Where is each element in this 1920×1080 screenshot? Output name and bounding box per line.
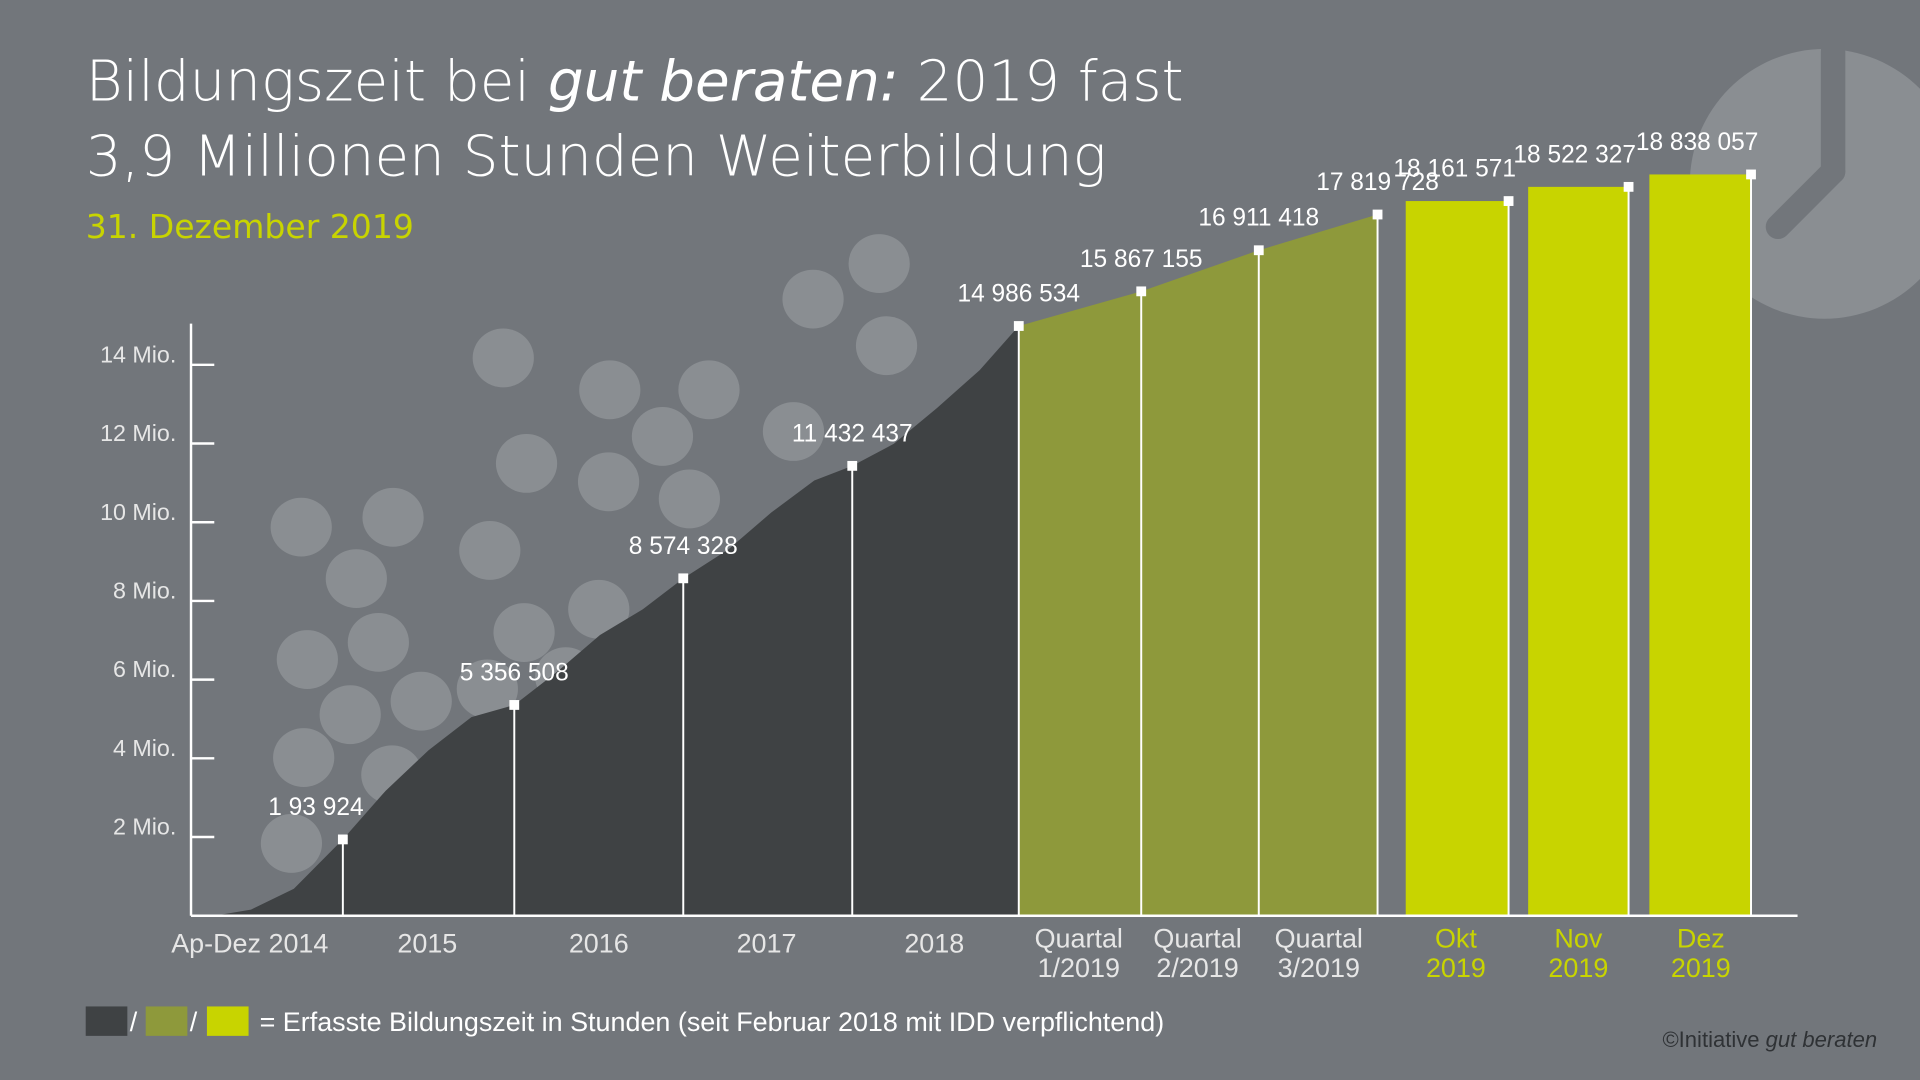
chart-subtitle: 31. Dezember 2019 bbox=[86, 207, 414, 246]
data-point-marker bbox=[847, 460, 858, 471]
data-point-marker bbox=[1623, 181, 1634, 192]
y-tick-label: 2 Mio. bbox=[113, 814, 176, 840]
x-category-label: Nov bbox=[1554, 924, 1602, 954]
x-category-label: Quartal bbox=[1035, 924, 1123, 954]
bubble bbox=[362, 487, 424, 547]
axes: 2 Mio. 4 Mio. 6 Mio. 8 Mio. 10 Mio. 12 Mio. 14… bbox=[100, 323, 1798, 983]
data-label: 14 986 534 bbox=[957, 280, 1080, 307]
chart-title-line1: Bildungszeit bei gut beraten: 2019 fast bbox=[86, 49, 1184, 114]
area-quarters-2019 bbox=[1018, 214, 1378, 916]
area-2014-2018 bbox=[214, 326, 1019, 916]
data-label: 11 432 437 bbox=[792, 420, 913, 447]
y-tick-label: 14 Mio. bbox=[100, 341, 176, 367]
bubble bbox=[848, 234, 910, 293]
bubble bbox=[456, 659, 518, 719]
bar-okt-2019 bbox=[1405, 201, 1509, 916]
y-tick-label: 10 Mio. bbox=[100, 499, 176, 525]
bubble bbox=[631, 406, 694, 466]
bubble bbox=[325, 549, 387, 609]
x-category-label: 2018 bbox=[904, 928, 964, 958]
bubble bbox=[472, 328, 534, 388]
legend-swatch-dark bbox=[85, 1006, 128, 1036]
bubble bbox=[495, 433, 558, 493]
chart-marks: 1 93 924 5 356 508 8 574 328 11 432 437 14 9… bbox=[214, 129, 1758, 916]
x-category-label: Dez bbox=[1677, 924, 1725, 954]
bubble bbox=[260, 813, 323, 873]
bubble bbox=[319, 685, 381, 745]
legend-swatch-olive bbox=[145, 1006, 188, 1036]
data-point-marker bbox=[509, 700, 520, 710]
x-category-label: 2019 bbox=[1548, 953, 1608, 983]
x-category-label: 2016 bbox=[569, 928, 629, 958]
data-point-marker bbox=[1503, 196, 1514, 206]
bubble bbox=[459, 520, 521, 580]
x-category-label: 3/2019 bbox=[1278, 953, 1360, 983]
data-label: 15 867 155 bbox=[1080, 246, 1203, 273]
decorative-bubbles bbox=[260, 234, 918, 873]
legend-separator: / bbox=[130, 1007, 138, 1037]
y-tick-label: 6 Mio. bbox=[113, 656, 176, 682]
data-label: 18 522 327 bbox=[1513, 141, 1636, 168]
data-label: 18 161 571 bbox=[1393, 156, 1516, 183]
bubble bbox=[579, 360, 641, 420]
data-label: 5 356 508 bbox=[460, 659, 569, 686]
data-label: 17 819 728 bbox=[1316, 169, 1439, 196]
y-tick-label: 8 Mio. bbox=[113, 577, 176, 603]
bubble bbox=[577, 452, 640, 512]
data-point-marker bbox=[1253, 245, 1264, 256]
data-point-marker bbox=[1013, 321, 1024, 331]
bubble bbox=[276, 630, 338, 689]
data-label: 1 93 924 bbox=[268, 794, 363, 821]
data-label: 18 838 057 bbox=[1636, 129, 1759, 156]
legend: / / = Erfasste Bildungszeit in Stunden (… bbox=[85, 1006, 1165, 1037]
x-category-label: 2017 bbox=[737, 928, 797, 958]
x-category-label: Ap-Dez 2014 bbox=[171, 928, 328, 958]
bar-dez-2019 bbox=[1649, 174, 1752, 916]
data-point-marker bbox=[678, 573, 689, 584]
bubble bbox=[782, 269, 844, 329]
data-point-marker bbox=[1372, 209, 1383, 220]
data-point-marker bbox=[1746, 169, 1756, 180]
bubble bbox=[855, 316, 918, 376]
x-category-label: 2019 bbox=[1426, 953, 1486, 983]
bubble bbox=[762, 402, 825, 461]
bubble bbox=[347, 612, 409, 672]
bubble bbox=[273, 728, 335, 788]
legend-swatch-lime bbox=[206, 1006, 249, 1036]
bubble bbox=[493, 603, 555, 662]
bubble bbox=[568, 579, 630, 639]
data-point-marker bbox=[1136, 286, 1147, 297]
bar-nov-2019 bbox=[1528, 186, 1629, 916]
y-tick-label: 4 Mio. bbox=[113, 735, 176, 761]
y-tick-label: 12 Mio. bbox=[100, 420, 176, 446]
bubble bbox=[658, 469, 720, 529]
data-label: 8 574 328 bbox=[629, 533, 738, 560]
x-category-label: Okt bbox=[1435, 924, 1477, 954]
x-category-label: 2019 bbox=[1671, 953, 1731, 983]
data-point-marker bbox=[337, 834, 348, 845]
legend-separator: / bbox=[190, 1007, 198, 1037]
bubble bbox=[390, 671, 452, 731]
bubble bbox=[270, 497, 332, 557]
chart-title-line2: 3,9 Millionen Stunden Weiterbildung bbox=[86, 124, 1107, 189]
data-label: 16 911 418 bbox=[1198, 205, 1319, 232]
x-category-label: Quartal bbox=[1275, 924, 1363, 954]
x-category-label: 2/2019 bbox=[1156, 953, 1238, 983]
x-category-label: Quartal bbox=[1153, 924, 1241, 954]
legend-text: = Erfasste Bildungszeit in Stunden (seit… bbox=[260, 1007, 1165, 1037]
x-category-label: 1/2019 bbox=[1038, 953, 1120, 983]
x-category-label: 2015 bbox=[397, 928, 457, 958]
bubble bbox=[678, 360, 740, 420]
copyright: ©Initiative gut beraten bbox=[1662, 1027, 1877, 1052]
